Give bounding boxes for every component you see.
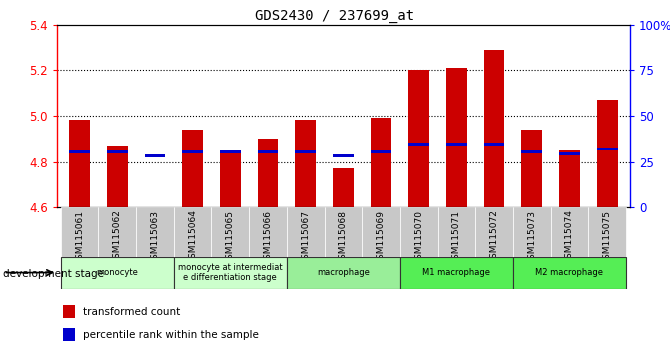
Bar <box>484 50 505 207</box>
Text: GSM115063: GSM115063 <box>151 210 159 264</box>
Bar <box>63 306 75 318</box>
Bar <box>145 154 165 157</box>
FancyBboxPatch shape <box>174 207 212 257</box>
Bar <box>597 148 618 150</box>
Bar <box>220 150 241 207</box>
Bar <box>258 139 278 207</box>
Text: monocyte at intermediat
e differentiation stage: monocyte at intermediat e differentiatio… <box>178 263 283 282</box>
Text: M1 macrophage: M1 macrophage <box>423 268 490 277</box>
FancyBboxPatch shape <box>438 207 475 257</box>
Bar <box>371 150 391 153</box>
Bar <box>63 329 75 341</box>
Bar <box>107 150 127 153</box>
FancyBboxPatch shape <box>212 207 249 257</box>
Bar <box>295 120 316 207</box>
FancyBboxPatch shape <box>174 257 287 289</box>
Text: development stage: development stage <box>3 269 105 279</box>
FancyBboxPatch shape <box>588 207 626 257</box>
Text: GSM115071: GSM115071 <box>452 210 461 264</box>
Bar <box>295 150 316 153</box>
FancyBboxPatch shape <box>249 207 287 257</box>
Bar <box>333 169 354 207</box>
FancyBboxPatch shape <box>513 257 626 289</box>
FancyBboxPatch shape <box>324 207 362 257</box>
FancyBboxPatch shape <box>136 207 174 257</box>
Text: GSM115068: GSM115068 <box>339 210 348 264</box>
Text: GSM115064: GSM115064 <box>188 210 197 264</box>
Bar <box>258 150 278 153</box>
Bar <box>484 143 505 146</box>
Bar <box>69 150 90 153</box>
Text: GSM115067: GSM115067 <box>302 210 310 264</box>
Bar <box>182 130 203 207</box>
Text: M2 macrophage: M2 macrophage <box>535 268 604 277</box>
FancyBboxPatch shape <box>287 257 400 289</box>
FancyBboxPatch shape <box>287 207 324 257</box>
Bar <box>220 150 241 153</box>
Bar <box>521 130 542 207</box>
Bar <box>446 68 467 207</box>
FancyBboxPatch shape <box>400 257 513 289</box>
Text: GSM115065: GSM115065 <box>226 210 234 264</box>
Bar <box>371 118 391 207</box>
Text: percentile rank within the sample: percentile rank within the sample <box>82 330 259 340</box>
FancyBboxPatch shape <box>551 207 588 257</box>
Text: GSM115070: GSM115070 <box>414 210 423 264</box>
FancyBboxPatch shape <box>475 207 513 257</box>
Bar <box>521 150 542 153</box>
Bar <box>559 152 580 155</box>
FancyBboxPatch shape <box>400 207 438 257</box>
Bar <box>69 120 90 207</box>
FancyBboxPatch shape <box>98 207 136 257</box>
Text: transformed count: transformed count <box>82 307 180 317</box>
Bar <box>409 70 429 207</box>
Text: GSM115069: GSM115069 <box>377 210 385 264</box>
Bar <box>182 150 203 153</box>
FancyBboxPatch shape <box>513 207 551 257</box>
Bar <box>107 145 127 207</box>
Text: GDS2430 / 237699_at: GDS2430 / 237699_at <box>255 9 415 23</box>
Text: GSM115075: GSM115075 <box>603 210 612 264</box>
Text: GSM115073: GSM115073 <box>527 210 536 264</box>
Text: GSM115074: GSM115074 <box>565 210 574 264</box>
Text: GSM115062: GSM115062 <box>113 210 122 264</box>
Bar <box>333 154 354 157</box>
Text: GSM115072: GSM115072 <box>490 210 498 264</box>
FancyBboxPatch shape <box>61 257 174 289</box>
Text: GSM115061: GSM115061 <box>75 210 84 264</box>
FancyBboxPatch shape <box>61 207 98 257</box>
FancyBboxPatch shape <box>362 207 400 257</box>
Bar <box>409 143 429 146</box>
Text: GSM115066: GSM115066 <box>263 210 273 264</box>
Text: monocyte: monocyte <box>96 268 138 277</box>
Bar <box>597 100 618 207</box>
Bar <box>559 150 580 207</box>
Text: macrophage: macrophage <box>317 268 370 277</box>
Bar <box>446 143 467 146</box>
